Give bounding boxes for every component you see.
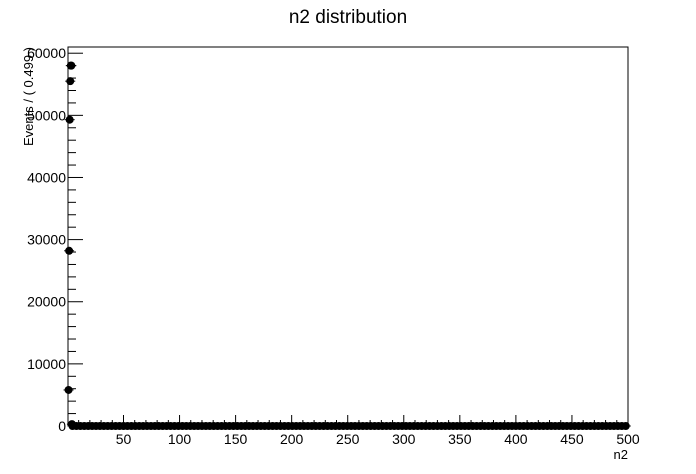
data-point (65, 246, 74, 255)
y-axis-label: Events / ( 0.499 ) (21, 47, 36, 146)
y-axis: 0 10000 20000 30000 40000 50000 60000 (27, 45, 83, 434)
data-points (63, 61, 631, 430)
x-tick-label: 500 (616, 431, 640, 447)
data-point (64, 385, 73, 394)
data-point (65, 115, 74, 124)
y-tick-label: 20000 (27, 294, 66, 310)
y-tick-label: 60000 (27, 45, 66, 61)
data-point (66, 77, 75, 86)
y-tick-label: 30000 (27, 232, 66, 248)
x-tick-label: 100 (168, 431, 192, 447)
x-tick-label: 200 (280, 431, 304, 447)
chart-title: n2 distribution (289, 7, 407, 28)
data-point (621, 422, 630, 430)
x-axis-label: n2 (614, 447, 628, 462)
data-point (67, 420, 76, 429)
y-tick-label: 10000 (27, 356, 66, 372)
y-tick-label: 0 (58, 418, 66, 434)
x-tick-label: 150 (224, 431, 248, 447)
x-tick-label: 300 (392, 431, 416, 447)
x-tick-label: 350 (448, 431, 472, 447)
plot-frame (67, 46, 629, 427)
x-tick-label: 50 (116, 431, 132, 447)
x-tick-label: 450 (560, 431, 584, 447)
x-tick-label: 250 (336, 431, 360, 447)
x-tick-label: 400 (504, 431, 528, 447)
x-axis: 50 100 150 200 250 300 350 400 450 500 (78, 415, 640, 447)
y-tick-label: 50000 (27, 107, 66, 123)
data-point (67, 61, 76, 70)
y-tick-label: 40000 (27, 169, 66, 185)
